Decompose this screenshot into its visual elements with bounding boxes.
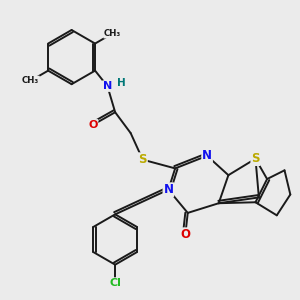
Text: CH₃: CH₃ (22, 76, 39, 85)
Text: S: S (251, 152, 260, 165)
Text: O: O (180, 228, 190, 241)
Text: H: H (117, 78, 125, 88)
Text: S: S (139, 153, 147, 166)
Text: Cl: Cl (109, 278, 121, 288)
Text: N: N (103, 81, 112, 91)
Text: O: O (88, 120, 98, 130)
Text: CH₃: CH₃ (104, 29, 121, 38)
Text: N: N (164, 183, 173, 196)
Text: N: N (202, 149, 212, 162)
